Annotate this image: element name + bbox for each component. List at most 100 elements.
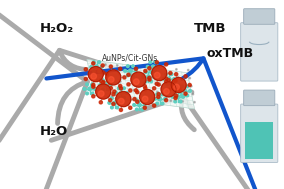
Circle shape: [112, 93, 115, 96]
Circle shape: [91, 83, 94, 86]
Circle shape: [138, 103, 141, 107]
Circle shape: [91, 92, 94, 95]
Circle shape: [141, 108, 143, 111]
Circle shape: [130, 74, 131, 75]
Circle shape: [167, 88, 170, 91]
Circle shape: [153, 87, 156, 90]
Circle shape: [119, 84, 122, 88]
Circle shape: [142, 96, 148, 102]
Circle shape: [113, 101, 116, 105]
Circle shape: [155, 61, 158, 64]
Circle shape: [180, 93, 182, 94]
Circle shape: [98, 70, 101, 73]
Circle shape: [126, 74, 129, 77]
Circle shape: [161, 82, 176, 97]
Circle shape: [161, 102, 164, 105]
Circle shape: [123, 76, 126, 79]
Circle shape: [162, 77, 165, 80]
Circle shape: [108, 101, 110, 104]
Circle shape: [158, 97, 162, 101]
Circle shape: [146, 65, 149, 68]
Circle shape: [186, 94, 189, 97]
Circle shape: [157, 95, 160, 98]
Circle shape: [127, 73, 130, 76]
Circle shape: [183, 89, 186, 93]
Circle shape: [169, 71, 172, 75]
Circle shape: [158, 99, 160, 101]
Circle shape: [133, 79, 139, 84]
Circle shape: [111, 96, 112, 97]
Circle shape: [108, 81, 112, 84]
Circle shape: [101, 65, 103, 68]
Circle shape: [108, 80, 109, 81]
Circle shape: [116, 97, 118, 100]
Circle shape: [129, 89, 132, 92]
Circle shape: [187, 69, 189, 71]
Circle shape: [101, 81, 104, 84]
Circle shape: [92, 95, 95, 98]
Circle shape: [88, 87, 91, 91]
Circle shape: [117, 87, 120, 90]
Circle shape: [116, 92, 131, 107]
Circle shape: [93, 61, 95, 64]
Bar: [245, 122, 273, 159]
Text: oxTMB: oxTMB: [206, 47, 253, 60]
Circle shape: [126, 65, 129, 67]
Circle shape: [119, 108, 122, 112]
Circle shape: [149, 70, 152, 73]
Circle shape: [83, 88, 86, 90]
Circle shape: [104, 83, 107, 87]
Circle shape: [129, 69, 132, 73]
Circle shape: [157, 65, 160, 68]
Circle shape: [94, 88, 96, 90]
Circle shape: [143, 104, 146, 106]
Circle shape: [124, 70, 126, 72]
Circle shape: [147, 98, 148, 100]
Circle shape: [107, 79, 110, 82]
Circle shape: [142, 74, 143, 76]
Circle shape: [140, 89, 155, 105]
Circle shape: [133, 104, 135, 106]
Circle shape: [174, 79, 177, 82]
Circle shape: [153, 104, 156, 107]
Circle shape: [107, 88, 110, 91]
Circle shape: [123, 96, 125, 99]
Circle shape: [118, 98, 124, 104]
Circle shape: [165, 73, 168, 76]
Circle shape: [144, 69, 147, 73]
Circle shape: [128, 65, 130, 67]
Circle shape: [110, 106, 113, 109]
Circle shape: [109, 88, 111, 89]
FancyBboxPatch shape: [241, 23, 278, 81]
Circle shape: [176, 69, 177, 70]
Circle shape: [106, 70, 121, 85]
Circle shape: [118, 101, 121, 104]
Circle shape: [184, 75, 187, 78]
Circle shape: [157, 93, 160, 96]
Circle shape: [161, 93, 164, 96]
Circle shape: [155, 82, 158, 85]
Circle shape: [150, 71, 153, 74]
Circle shape: [106, 72, 108, 73]
Circle shape: [171, 77, 186, 93]
Text: H₂O₂: H₂O₂: [40, 22, 74, 35]
Circle shape: [98, 87, 99, 89]
Circle shape: [164, 68, 165, 69]
Circle shape: [164, 98, 168, 102]
Circle shape: [157, 83, 160, 86]
Circle shape: [84, 68, 87, 71]
Circle shape: [99, 84, 102, 86]
Circle shape: [110, 84, 112, 86]
Circle shape: [155, 83, 156, 84]
Circle shape: [90, 65, 93, 68]
Circle shape: [145, 80, 147, 83]
Circle shape: [170, 100, 172, 101]
Circle shape: [133, 90, 135, 91]
Circle shape: [99, 95, 101, 97]
Circle shape: [132, 74, 134, 77]
Circle shape: [132, 65, 134, 67]
Circle shape: [102, 79, 104, 82]
Circle shape: [153, 75, 155, 78]
Circle shape: [121, 89, 123, 90]
Circle shape: [102, 81, 105, 84]
